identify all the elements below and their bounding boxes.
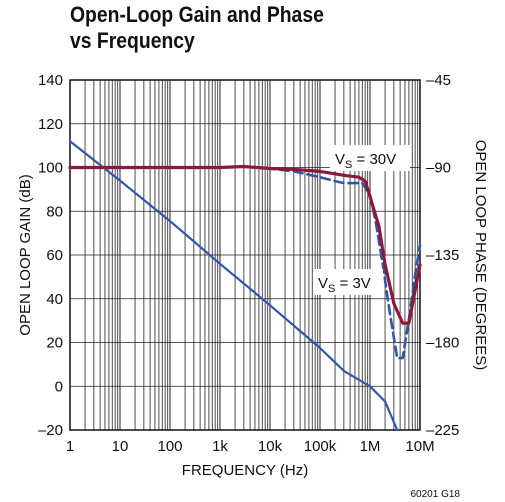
annotation-vs-30v: VS = 30V — [330, 145, 410, 171]
y-right-tick-label: –180 — [426, 335, 459, 352]
y-left-tick-label: 0 — [55, 378, 63, 395]
chart-title-line-2: vs Frequency — [70, 28, 195, 53]
y-left-tick-label: –20 — [38, 422, 63, 439]
y-left-tick-label: 140 — [38, 72, 63, 89]
plot-frame — [69, 79, 421, 431]
x-axis-label: FREQUENCY (Hz) — [182, 462, 308, 479]
y-right-tick-label: –135 — [426, 247, 459, 264]
series-group — [68, 140, 422, 432]
y-right-tick-label: –45 — [426, 72, 451, 89]
x-tick-label: 1M — [360, 438, 381, 455]
y-right-tick-label: –225 — [426, 422, 459, 439]
x-tick-label: 100 — [157, 438, 182, 455]
annotation-vs-3v: VS = 3V — [313, 269, 383, 295]
y-left-tick-label: 120 — [38, 116, 63, 133]
y-axis-right-label: OPEN LOOP PHASE (DEGREES) — [472, 140, 489, 371]
x-tick-label: 10 — [112, 438, 129, 455]
y-left-tick-label: 20 — [46, 335, 63, 352]
x-tick-label: 1 — [66, 438, 74, 455]
x-tick-label: 10k — [258, 438, 283, 455]
x-tick-label: 10M — [405, 438, 434, 455]
annotation-vs-30v-text: VS = 30V — [335, 151, 396, 171]
gain-series-line — [68, 140, 399, 432]
x-tick-label: 100k — [304, 438, 337, 455]
y-left-tick-label: 60 — [46, 247, 63, 264]
chart-title-line-1: Open-Loop Gain and Phase — [70, 2, 324, 27]
y-axis-left-label: OPEN LOOP GAIN (dB) — [17, 174, 34, 335]
chart-title: Open-Loop Gain and Phase vs Frequency — [70, 2, 324, 54]
grid — [70, 79, 420, 431]
annotation-vs-3v-text: VS = 3V — [318, 275, 371, 295]
phase-vs-30v-line — [68, 164, 422, 325]
x-tick-label: 1k — [212, 438, 228, 455]
y-left-tick-label: 100 — [38, 160, 63, 177]
tick-labels: 1 10 100 1k 10k 100k 1M 10M 140 120 100 80 60 40 20 0 –2… — [38, 72, 459, 455]
figure-note: 60201 G18 — [411, 489, 461, 500]
y-left-tick-label: 80 — [46, 203, 63, 220]
y-right-tick-label: –90 — [426, 160, 451, 177]
y-left-tick-label: 40 — [46, 291, 63, 308]
